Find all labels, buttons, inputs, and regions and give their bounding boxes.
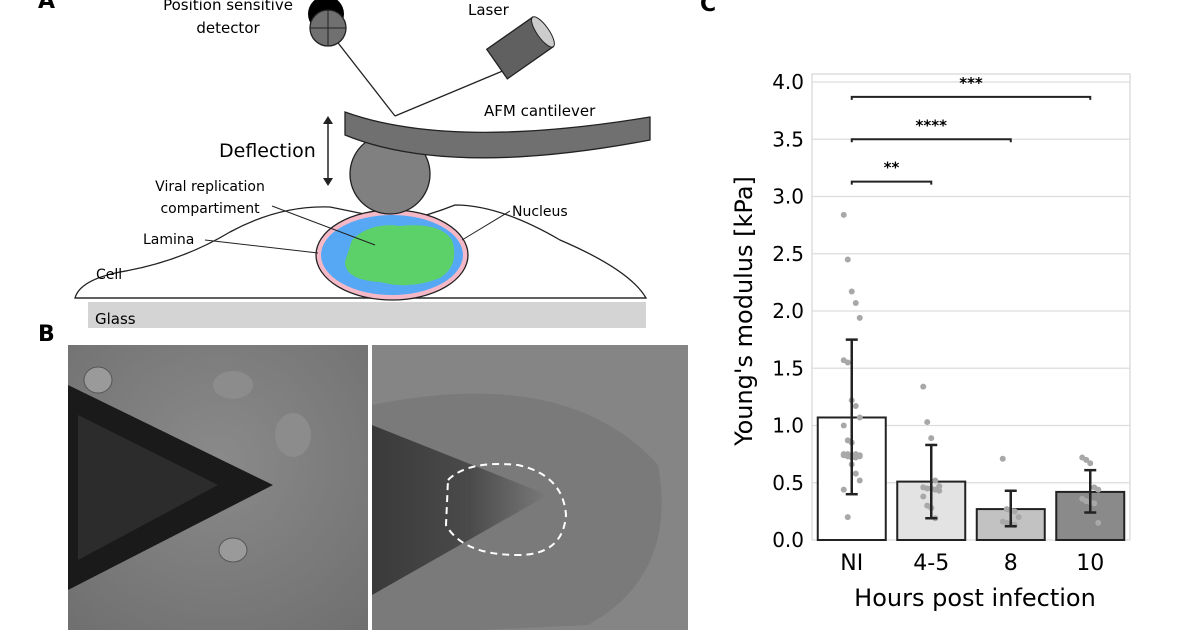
data-point (856, 453, 863, 460)
panel-c-label: C (700, 0, 717, 17)
panel-b-label: B (38, 322, 55, 347)
panel-a-label: A (38, 0, 55, 14)
data-point (840, 422, 847, 429)
glass-label: Glass (95, 310, 136, 328)
nucleus-label: Nucleus (512, 204, 568, 220)
panel-a-diagram: A Glass Position sensitive detector Laser… (38, 0, 651, 328)
vrc-label: Viral replication compartiment (155, 179, 265, 217)
data-point (840, 486, 847, 493)
detector-label: Position sensitive detector (163, 0, 293, 37)
data-point (844, 514, 851, 521)
significance-stars: *** (959, 74, 983, 92)
y-axis-label: Young's modulus [kPa] (730, 176, 758, 447)
y-tick-label: 3.5 (772, 127, 804, 151)
data-point (924, 419, 931, 426)
cell-label: Cell (96, 267, 122, 283)
data-point (856, 414, 863, 421)
significance-bracket (850, 180, 933, 185)
y-tick-label: 1.0 (772, 414, 804, 438)
data-point (932, 477, 939, 484)
data-point (1083, 456, 1090, 463)
significance-bracket (850, 95, 1092, 100)
glass-slide (88, 302, 646, 328)
deflection-label: Deflection (219, 140, 316, 162)
cantilever-shadow-closeup (372, 425, 548, 595)
data-point (856, 477, 863, 484)
data-point (999, 455, 1006, 462)
x-tick-label: NI (840, 551, 863, 576)
y-tick-label: 3.0 (772, 185, 804, 209)
y-tick-label: 2.5 (772, 242, 804, 266)
data-point (920, 493, 927, 500)
data-point (920, 383, 927, 390)
data-point (856, 314, 863, 321)
data-point (1015, 514, 1022, 521)
data-point (852, 403, 859, 410)
x-tick-label: 8 (1004, 551, 1018, 576)
data-point (840, 211, 847, 218)
y-tick-label: 4.0 (772, 70, 804, 94)
x-axis-label: Hours post infection (854, 584, 1096, 612)
laser-label: Laser (468, 1, 510, 19)
significance-stars: **** (916, 116, 948, 134)
data-point (852, 299, 859, 306)
data-point (848, 288, 855, 295)
y-tick-label: 0.0 (772, 528, 804, 552)
nucleus-outline-dashed (444, 463, 568, 557)
data-point (844, 359, 851, 366)
data-point (1091, 500, 1098, 507)
youngs-modulus-bar-chart: *********0.00.51.01.52.02.53.03.54.0NI 4-… (730, 70, 1131, 612)
data-point (936, 487, 943, 494)
y-tick-label: 0.5 (772, 471, 804, 495)
panel-b-micrographs (68, 345, 688, 630)
data-point (928, 435, 935, 442)
x-tick-label: 4-5 (913, 551, 949, 576)
x-tick-label: 10 (1076, 551, 1104, 576)
data-point (852, 470, 859, 477)
significance-bracket (850, 138, 1012, 143)
afm-cantilever (344, 111, 651, 159)
data-point (1011, 508, 1018, 515)
lamina-label: Lamina (143, 232, 194, 248)
viral-replication-compartment (345, 225, 455, 286)
significance-stars: ** (884, 159, 900, 177)
data-point (936, 483, 943, 490)
data-point (1087, 460, 1094, 467)
data-point (844, 451, 851, 458)
y-tick-label: 1.5 (772, 356, 804, 380)
data-point (1095, 519, 1102, 526)
laser-icon (485, 16, 555, 80)
y-tick-label: 2.0 (772, 299, 804, 323)
data-point (1095, 486, 1102, 493)
cantilever-label: AFM cantilever (484, 102, 596, 120)
data-point (844, 256, 851, 263)
